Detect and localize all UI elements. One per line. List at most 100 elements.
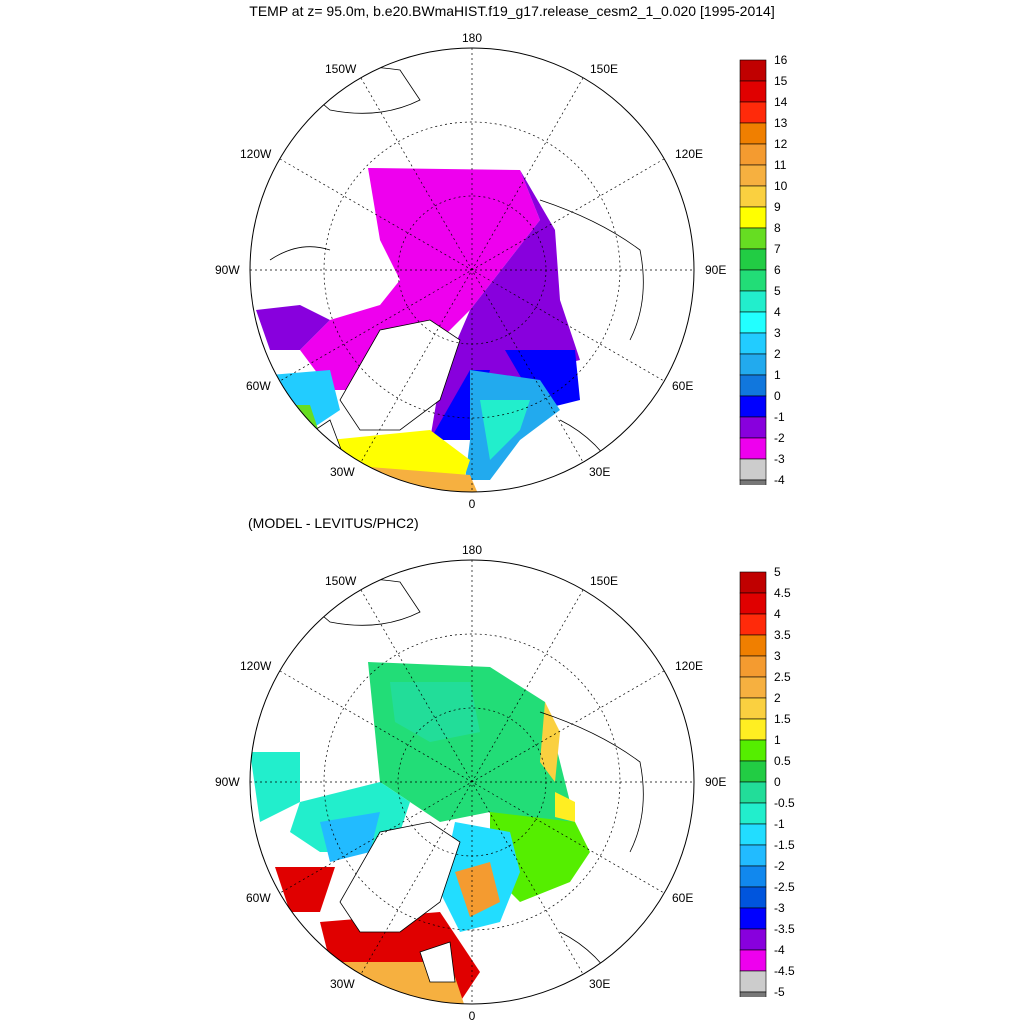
bottom-colorbar-label: -1 bbox=[774, 817, 785, 831]
bottom-colorbar-label: 0.5 bbox=[774, 754, 791, 768]
top-lon-60e: 60E bbox=[672, 379, 693, 393]
bottom-colorbar-label: 1 bbox=[774, 733, 781, 747]
bottom-lon-30e: 30E bbox=[589, 977, 610, 991]
top-colorbar-label: -1 bbox=[774, 410, 785, 424]
bottom-colorbar-label: 4.5 bbox=[774, 586, 791, 600]
bottom-colorbar-box bbox=[739, 760, 767, 783]
bottom-colorbar-label: 0 bbox=[774, 775, 781, 789]
top-colorbar-box bbox=[739, 374, 767, 397]
top-lon-0: 0 bbox=[469, 497, 476, 510]
top-colorbar-label: -2 bbox=[774, 431, 785, 445]
top-lon-150w: 150W bbox=[325, 62, 357, 76]
top-lon-60w: 60W bbox=[246, 379, 271, 393]
bottom-lon-150e: 150E bbox=[590, 574, 618, 588]
bottom-colorbar-box bbox=[739, 865, 767, 888]
top-colorbar-box bbox=[739, 437, 767, 460]
top-colorbar-label: 14 bbox=[774, 95, 788, 109]
top-colorbar-label: 12 bbox=[774, 137, 788, 151]
top-temperature-field bbox=[256, 66, 644, 492]
top-polar-map: 180 0 90W 90E 150W 120W 150E 120E 60W 30… bbox=[215, 31, 726, 510]
bottom-colorbar-label: -3 bbox=[774, 901, 785, 915]
top-colorbar-label: 7 bbox=[774, 242, 781, 256]
top-colorbar-box bbox=[739, 122, 767, 145]
top-colorbar-label: 2 bbox=[774, 347, 781, 361]
bottom-colorbar-label: 3 bbox=[774, 649, 781, 663]
bottom-lon-90w: 90W bbox=[215, 775, 240, 789]
top-colorbar-label: -3 bbox=[774, 452, 785, 466]
bottom-colorbar-label: 1.5 bbox=[774, 712, 791, 726]
bottom-colorbar-label: 2 bbox=[774, 691, 781, 705]
bottom-colorbar-label: -4.5 bbox=[774, 964, 795, 978]
bottom-colorbar-box bbox=[739, 991, 767, 997]
bottom-colorbar-box bbox=[739, 928, 767, 951]
top-colorbar-box bbox=[739, 458, 767, 481]
figure-title: TEMP at z= 95.0m, b.e20.BWmaHIST.f19_g17… bbox=[249, 3, 775, 19]
bottom-colorbar-label: -0.5 bbox=[774, 796, 795, 810]
top-lon-30e: 30E bbox=[589, 465, 610, 479]
top-colorbar-label: 15 bbox=[774, 74, 788, 88]
bottom-lon-180: 180 bbox=[462, 543, 482, 557]
top-colorbar-label: 16 bbox=[774, 55, 788, 67]
panel-subtitle: (MODEL - LEVITUS/PHC2) bbox=[248, 515, 419, 531]
bottom-colorbar-box bbox=[739, 949, 767, 972]
top-lon-90e: 90E bbox=[705, 263, 726, 277]
top-colorbar-box bbox=[739, 416, 767, 439]
top-colorbar-box bbox=[739, 185, 767, 208]
bottom-lon-150w: 150W bbox=[325, 574, 357, 588]
top-graticule bbox=[250, 48, 694, 492]
bottom-polar-map: 180 0 90W 90E 150W 120W 150E 120E 60W 30… bbox=[215, 543, 726, 1022]
top-colorbar-box bbox=[739, 164, 767, 187]
top-colorbar-label: 4 bbox=[774, 305, 781, 319]
top-colorbar-box bbox=[739, 59, 767, 82]
bottom-colorbar-label: -2.5 bbox=[774, 880, 795, 894]
top-colorbar-box bbox=[739, 206, 767, 229]
bottom-colorbar-box bbox=[739, 697, 767, 720]
top-colorbar-box bbox=[739, 332, 767, 355]
bottom-colorbar-box bbox=[739, 655, 767, 678]
bottom-colorbar-label: -1.5 bbox=[774, 838, 795, 852]
bottom-lon-30w: 30W bbox=[330, 977, 355, 991]
top-colorbar-box bbox=[739, 479, 767, 485]
top-colorbar-label: 0 bbox=[774, 389, 781, 403]
top-colorbar-box bbox=[739, 290, 767, 313]
bottom-colorbar-box bbox=[739, 592, 767, 615]
top-lon-120w: 120W bbox=[240, 147, 272, 161]
bottom-colorbar-box bbox=[739, 907, 767, 930]
top-colorbar-label: 10 bbox=[774, 179, 788, 193]
top-map-border bbox=[249, 47, 695, 493]
bottom-lon-60w: 60W bbox=[246, 891, 271, 905]
bottom-lon-90e: 90E bbox=[705, 775, 726, 789]
top-colorbar-box bbox=[739, 101, 767, 124]
top-lon-150e: 150E bbox=[590, 62, 618, 76]
top-colorbar-label: -4 bbox=[774, 473, 785, 485]
top-colorbar-box bbox=[739, 248, 767, 271]
bottom-colorbar-label: 4 bbox=[774, 607, 781, 621]
bottom-colorbar-box bbox=[739, 718, 767, 741]
bottom-lon-60e: 60E bbox=[672, 891, 693, 905]
top-lon-90w: 90W bbox=[215, 263, 240, 277]
bottom-colorbar-box bbox=[739, 844, 767, 867]
top-colorbar-box bbox=[739, 269, 767, 292]
top-colorbar-label: 5 bbox=[774, 284, 781, 298]
bottom-colorbar-label: 5 bbox=[774, 567, 781, 579]
bottom-lon-120e: 120E bbox=[675, 659, 703, 673]
top-colorbar-box bbox=[739, 311, 767, 334]
bottom-colorbar-box bbox=[739, 970, 767, 993]
bottom-colorbar-label: -5 bbox=[774, 985, 785, 997]
bottom-colorbar-label: -2 bbox=[774, 859, 785, 873]
top-colorbar-box bbox=[739, 143, 767, 166]
bottom-colorbar-box bbox=[739, 823, 767, 846]
top-lon-180: 180 bbox=[462, 31, 482, 45]
top-colorbar-box bbox=[739, 353, 767, 376]
bottom-difference-field bbox=[250, 578, 644, 1004]
bottom-colorbar-box bbox=[739, 634, 767, 657]
bottom-colorbar-box bbox=[739, 613, 767, 636]
top-colorbar-box bbox=[739, 395, 767, 418]
bottom-colorbar-label: 3.5 bbox=[774, 628, 791, 642]
bottom-colorbar-box bbox=[739, 676, 767, 699]
bottom-colorbar-label: -4 bbox=[774, 943, 785, 957]
top-colorbar-box bbox=[739, 80, 767, 103]
bottom-graticule bbox=[250, 560, 694, 1004]
top-colorbar-label: 3 bbox=[774, 326, 781, 340]
